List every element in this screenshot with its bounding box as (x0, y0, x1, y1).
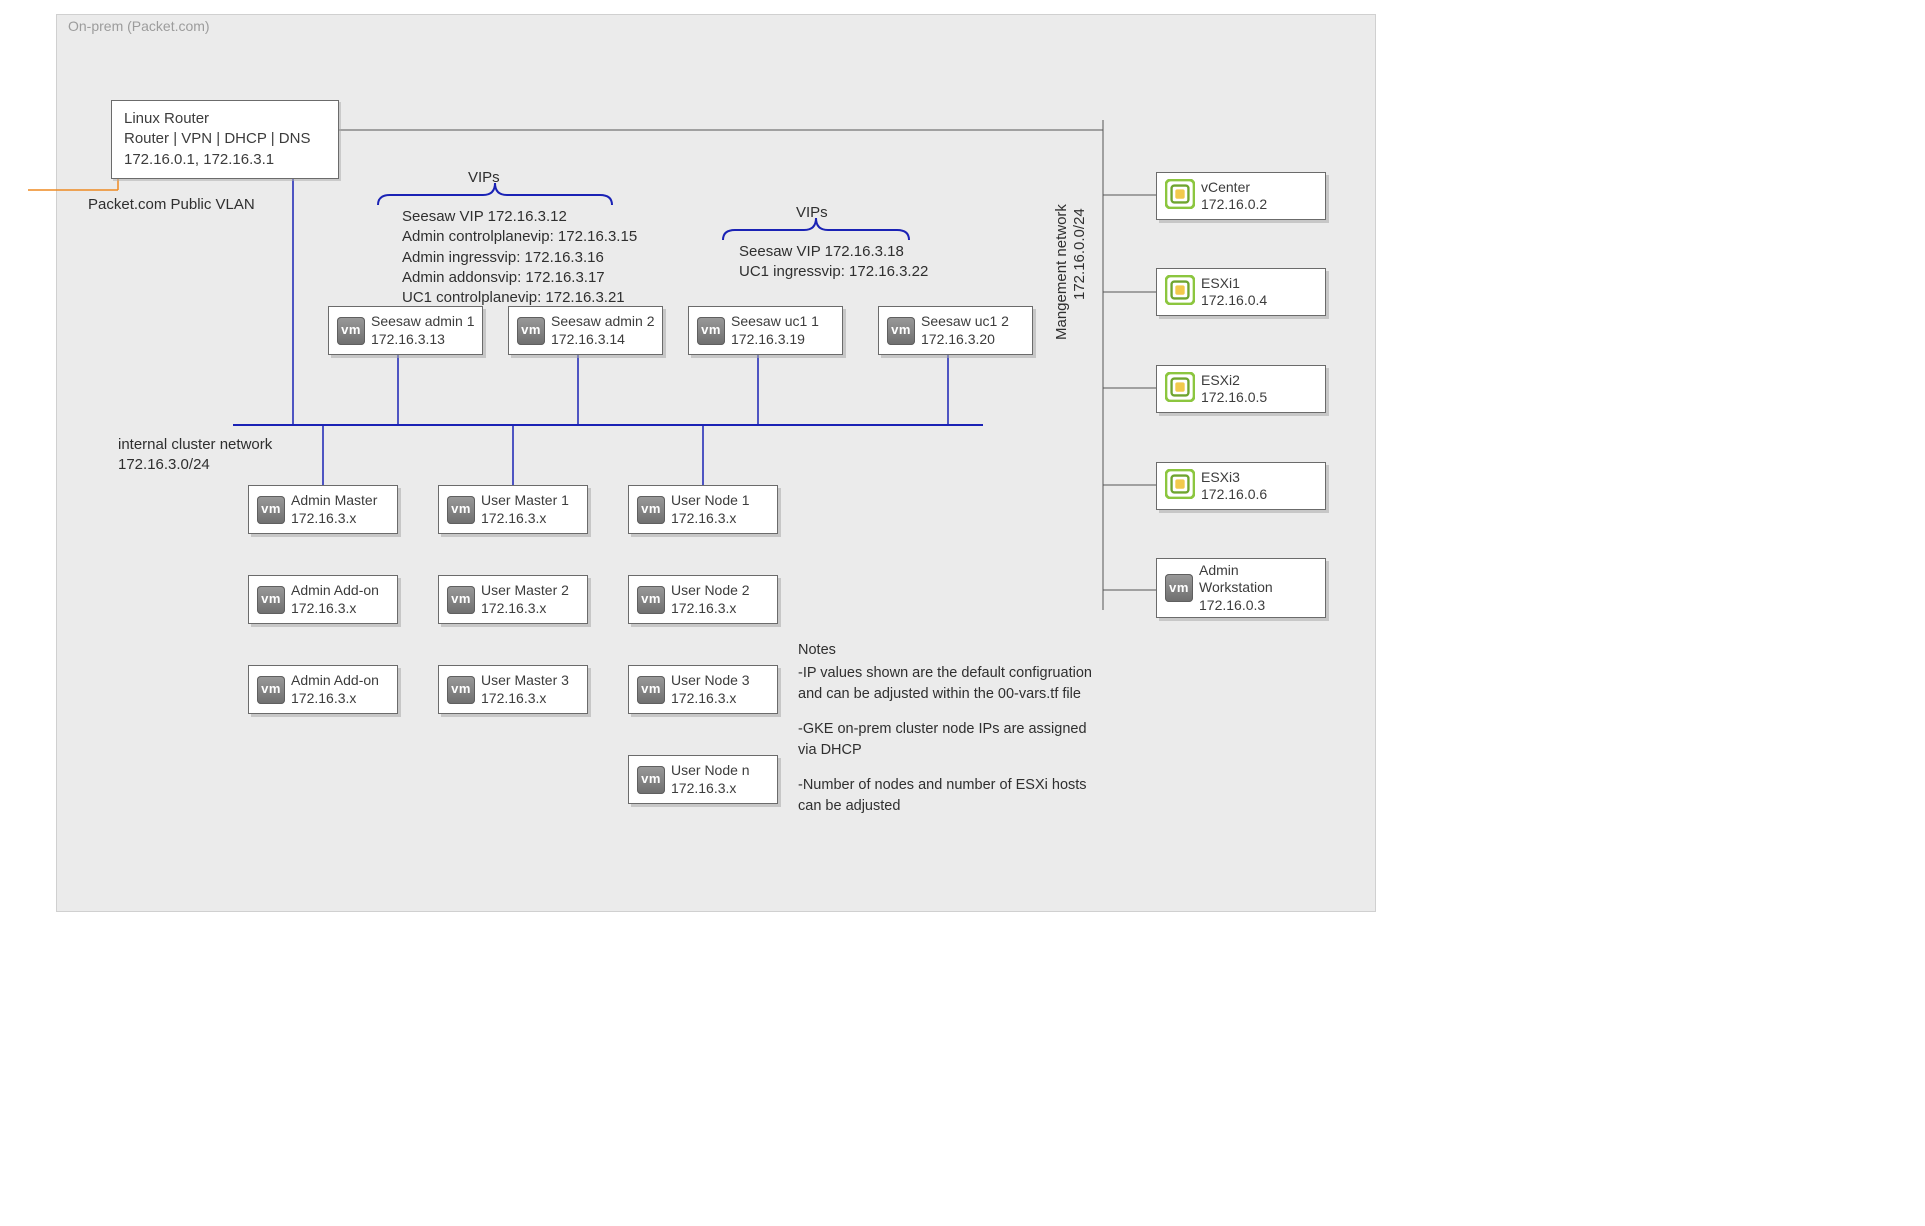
user-node-3-box: vm User Node 3172.16.3.x (628, 665, 778, 714)
mgmt-host-box: ESXi2172.16.0.5 (1156, 365, 1326, 413)
mgmt-host-box: vCenter172.16.0.2 (1156, 172, 1326, 220)
vsphere-icon (1165, 469, 1195, 504)
mgmt-host-box: ESXi1172.16.0.4 (1156, 268, 1326, 316)
cluster-net-label: internal cluster network 172.16.3.0/24 (118, 435, 272, 476)
vips-left-heading: VIPs (468, 168, 500, 188)
vips-right-heading: VIPs (796, 203, 828, 223)
vm-icon: vm (447, 496, 475, 524)
user-master-3-box: vm User Master 3172.16.3.x (438, 665, 588, 714)
admin-master-box: vm Admin Master172.16.3.x (248, 485, 398, 534)
notes-block: Notes -IP values shown are the default c… (798, 640, 1098, 817)
vm-icon: vm (697, 317, 725, 345)
user-node-1-box: vm User Node 1172.16.3.x (628, 485, 778, 534)
vm-icon: vm (1165, 574, 1193, 602)
seesaw-admin-2-box: vm Seesaw admin 2172.16.3.14 (508, 306, 663, 355)
vsphere-icon (1165, 372, 1195, 407)
mgmt-net-label-2: 172.16.0.0/24 (1071, 208, 1090, 300)
mgmt-host-box: ESXi3172.16.0.6 (1156, 462, 1326, 510)
user-node-n-box: vm User Node n172.16.3.x (628, 755, 778, 804)
notes-heading: Notes (798, 640, 1098, 661)
mgmt-net-label-1: Mangement network (1053, 204, 1072, 340)
admin-addon-2-box: vm Admin Add-on172.16.3.x (248, 665, 398, 714)
vm-icon: vm (337, 317, 365, 345)
vips-left-list: Seesaw VIP 172.16.3.12 Admin controlplan… (402, 207, 662, 308)
vm-icon: vm (637, 586, 665, 614)
user-master-2-box: vm User Master 2172.16.3.x (438, 575, 588, 624)
vm-icon: vm (637, 676, 665, 704)
vm-icon: vm (447, 586, 475, 614)
public-vlan-label: Packet.com Public VLAN (88, 195, 255, 215)
vm-icon: vm (257, 586, 285, 614)
vm-icon: vm (257, 496, 285, 524)
seesaw-uc1-1-box: vm Seesaw uc1 1172.16.3.19 (688, 306, 843, 355)
admin-addon-1-box: vm Admin Add-on172.16.3.x (248, 575, 398, 624)
vm-icon: vm (637, 496, 665, 524)
vips-right-list: Seesaw VIP 172.16.3.18 UC1 ingressvip: 1… (739, 242, 959, 283)
router-line3: 172.16.0.1, 172.16.3.1 (124, 150, 326, 170)
router-line1: Linux Router (124, 109, 326, 129)
vm-icon: vm (637, 766, 665, 794)
vsphere-icon (1165, 179, 1195, 214)
vm-icon: vm (447, 676, 475, 704)
user-node-2-box: vm User Node 2172.16.3.x (628, 575, 778, 624)
vm-icon: vm (257, 676, 285, 704)
router-line2: Router | VPN | DHCP | DNS (124, 129, 326, 149)
seesaw-admin-1-box: vm Seesaw admin 1172.16.3.13 (328, 306, 483, 355)
vsphere-icon (1165, 275, 1195, 310)
seesaw-uc1-2-box: vm Seesaw uc1 2172.16.3.20 (878, 306, 1033, 355)
vm-icon: vm (517, 317, 545, 345)
vm-icon: vm (887, 317, 915, 345)
router-box: Linux Router Router | VPN | DHCP | DNS 1… (111, 100, 339, 179)
mgmt-host-box: vm AdminWorkstation172.16.0.3 (1156, 558, 1326, 618)
user-master-1-box: vm User Master 1172.16.3.x (438, 485, 588, 534)
